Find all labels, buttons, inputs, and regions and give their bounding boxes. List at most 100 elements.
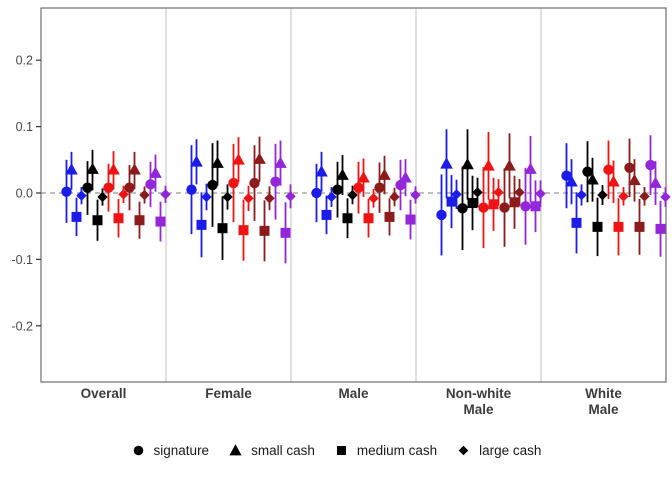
- point-triangle: [128, 163, 141, 175]
- point-square: [592, 221, 603, 232]
- point-circle: [124, 182, 135, 193]
- point-diamond: [493, 187, 504, 198]
- point-triangle: [628, 173, 641, 186]
- point-square: [113, 213, 124, 224]
- point-square: [405, 214, 416, 225]
- triangle-marker-icon: [229, 444, 242, 456]
- point-triangle: [274, 156, 287, 168]
- point-square: [530, 201, 541, 212]
- point-triangle: [315, 165, 328, 177]
- point-circle: [374, 182, 385, 193]
- point-diamond: [576, 189, 587, 201]
- point-diamond: [660, 191, 671, 203]
- point-circle: [603, 164, 614, 175]
- point-triangle: [586, 173, 599, 185]
- point-triangle: [211, 156, 224, 168]
- point-triangle: [86, 162, 99, 174]
- point-circle: [249, 177, 260, 189]
- diamond-marker-glyph: [458, 445, 469, 456]
- legend-item-medium-cash: medium cash: [334, 443, 437, 458]
- point-diamond: [514, 187, 525, 198]
- point-circle: [311, 187, 322, 199]
- point-diamond: [118, 189, 129, 200]
- facet-label: Overall: [81, 386, 127, 401]
- point-diamond: [472, 187, 483, 198]
- facet-label-line: Male: [588, 402, 619, 417]
- point-square: [655, 223, 666, 234]
- legend-item-signature: signature: [131, 442, 210, 458]
- point-diamond: [201, 191, 212, 203]
- triangle-marker-glyph: [229, 444, 242, 456]
- legend-item-small-cash: small cash: [228, 443, 315, 458]
- point-triangle: [253, 152, 266, 164]
- facet-label: Female: [205, 386, 252, 401]
- point-circle: [270, 176, 281, 187]
- facet-label: Non-white Male: [446, 386, 512, 417]
- legend-item-label: signature: [153, 442, 210, 458]
- point-circle: [332, 184, 343, 195]
- point-triangle: [399, 171, 412, 183]
- point-circle: [582, 166, 593, 177]
- facet-label-line: Female: [205, 386, 252, 401]
- y-axis-tick-label: 0.0: [16, 187, 33, 201]
- point-diamond: [285, 191, 296, 202]
- point-diamond: [326, 191, 337, 203]
- point-diamond: [347, 189, 358, 201]
- point-circle: [61, 186, 72, 197]
- point-triangle: [65, 163, 78, 175]
- point-square: [259, 225, 270, 236]
- diamond-marker-icon: [458, 445, 469, 456]
- point-circle: [186, 184, 197, 195]
- point-diamond: [618, 191, 629, 202]
- point-square: [613, 221, 624, 232]
- point-triangle: [149, 166, 162, 178]
- point-square: [509, 197, 520, 208]
- facet-label-line: Non-white: [446, 386, 512, 401]
- point-circle: [436, 209, 447, 221]
- point-diamond: [139, 189, 150, 201]
- point-diamond: [535, 188, 546, 199]
- point-circle: [103, 182, 114, 193]
- point-diamond: [597, 189, 608, 201]
- point-diamond: [76, 190, 87, 201]
- y-axis-tick-label: 0.1: [16, 120, 33, 134]
- point-circle: [145, 179, 156, 190]
- facet-label: White Male: [585, 386, 622, 417]
- facet-label-line: White: [585, 386, 622, 401]
- point-circle: [624, 162, 635, 173]
- point-diamond: [222, 191, 233, 203]
- point-square: [384, 211, 395, 222]
- point-diamond: [389, 191, 400, 203]
- legend-item-label: medium cash: [356, 442, 438, 458]
- point-diamond: [160, 189, 171, 200]
- point-square: [238, 225, 249, 236]
- point-triangle: [503, 159, 516, 171]
- point-diamond: [97, 191, 108, 203]
- point-square: [342, 213, 353, 224]
- point-square: [217, 223, 228, 234]
- facet-label: Male: [338, 386, 369, 401]
- point-triangle: [232, 153, 245, 165]
- point-triangle: [524, 162, 537, 174]
- point-circle: [82, 182, 93, 193]
- point-circle: [520, 201, 531, 212]
- point-triangle: [565, 175, 578, 187]
- point-circle: [457, 203, 468, 214]
- point-square: [196, 219, 207, 230]
- square-marker-icon: [336, 446, 346, 455]
- point-diamond: [410, 189, 421, 201]
- y-axis-tick-label: -0.1: [11, 253, 33, 267]
- point-diamond: [264, 193, 275, 204]
- point-diamond: [368, 193, 379, 204]
- point-square: [634, 221, 645, 232]
- point-square: [155, 216, 166, 227]
- point-triangle: [607, 175, 620, 187]
- point-triangle: [378, 168, 391, 180]
- y-axis-tick-label: 0.2: [16, 54, 33, 68]
- point-circle: [228, 177, 239, 189]
- point-square: [280, 227, 291, 238]
- point-triangle: [357, 171, 370, 183]
- point-triangle: [461, 157, 474, 170]
- point-triangle: [107, 163, 120, 175]
